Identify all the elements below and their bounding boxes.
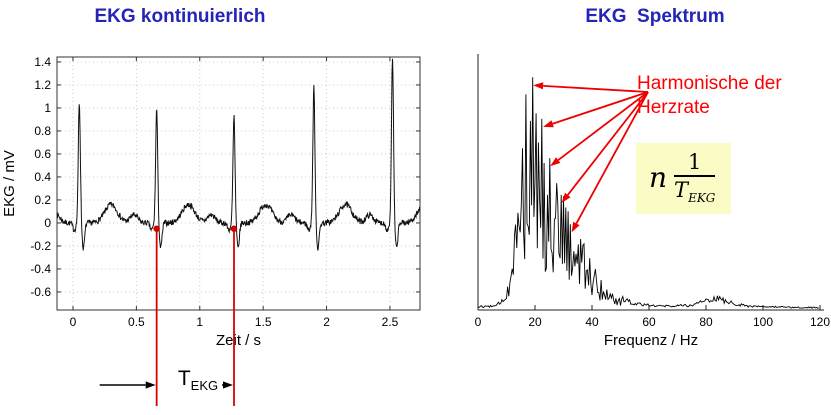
- harmonics-line1: Harmonische der: [637, 73, 782, 94]
- harmonics-formula: n 1 TEKG: [636, 143, 732, 215]
- ekg-spectrum-title: EKG Spektrum: [585, 6, 725, 27]
- spectrum-xlabel: Frequenz / Hz: [604, 332, 698, 349]
- harmonic-arrows: [533, 82, 649, 233]
- spectrum-xtick-label: 60: [642, 315, 656, 329]
- formula-fraction: 1 TEKG: [674, 150, 716, 205]
- ecg-ytick-label: -0.2: [30, 239, 51, 253]
- ecg-ytick-label: -0.6: [30, 285, 51, 299]
- t-ekg-sub: EKG: [190, 378, 219, 394]
- spectrum-trace: [477, 77, 820, 309]
- ecg-xtick-label: 0.5: [128, 315, 145, 329]
- ekg-spectrum-chart: 0 20 40 60 80 100 120 Frequenz / Hz: [475, 54, 830, 349]
- ecg-ytick-label: 0.8: [34, 124, 51, 138]
- formula-denominator-base: T: [674, 178, 689, 202]
- ecg-plot-box: [56, 56, 421, 311]
- ecg-xtick-label: 2.5: [382, 315, 399, 329]
- ecg-xlabel: Zeit / s: [216, 332, 261, 349]
- spectrum-xtick-label: 20: [528, 315, 542, 329]
- spectrum-xtick-label: 120: [810, 315, 830, 329]
- spectrum-xtick-label: 40: [585, 315, 599, 329]
- ecg-ytick-label: 0: [44, 216, 51, 230]
- t-ekg-label: TEKG: [168, 367, 228, 393]
- harmonics-annotation: Harmonische der Herzrate: [637, 72, 782, 120]
- ecg-ytick-label: 0.4: [34, 170, 51, 184]
- formula-n: n: [649, 161, 668, 195]
- harmonics-line2: Herzrate: [637, 97, 710, 118]
- ecg-ytick-label: 1.2: [34, 78, 51, 92]
- formula-numerator: 1: [674, 150, 716, 177]
- ecg-grid: [57, 57, 420, 310]
- ecg-ytick-label: 1.4: [34, 55, 51, 69]
- ecg-ytick-label: -0.4: [30, 262, 51, 276]
- ecg-trace: [57, 58, 420, 251]
- ecg-xtick-label: 2: [323, 315, 330, 329]
- ekg-time-title: EKG kontinuierlich: [94, 6, 266, 27]
- t-ekg-base: T: [177, 367, 191, 390]
- ecg-xtick-label: 0: [70, 315, 77, 329]
- formula-denominator: TEKG: [674, 177, 715, 205]
- beat-markers: [99, 225, 238, 406]
- spectrum-xtick-label: 100: [753, 315, 773, 329]
- ecg-ytick-label: 1: [44, 101, 51, 115]
- ecg-ytick-label: 0.6: [34, 147, 51, 161]
- formula-denominator-sub: EKG: [688, 191, 716, 206]
- ecg-ytick-label: 0.2: [34, 193, 51, 207]
- spectrum-xtick-label: 80: [699, 315, 713, 329]
- ecg-xtick-label: 1.5: [255, 315, 272, 329]
- spectrum-xtick-label: 0: [475, 315, 482, 329]
- ekg-time-chart: -0.6 -0.4 -0.2 0 0.2 0.4 0.6 0.8 1 1.2 1.4 0 0.5 1 1.5…: [1, 55, 421, 406]
- ecg-ylabel: EKG / mV: [1, 150, 18, 217]
- ecg-xtick-label: 1: [196, 315, 203, 329]
